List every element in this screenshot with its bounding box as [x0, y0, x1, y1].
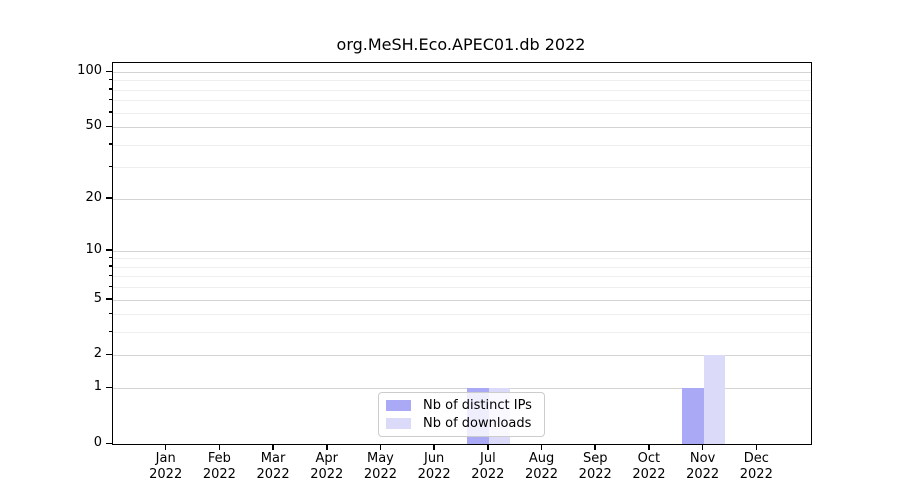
- y-tick-label-10: 10: [85, 241, 102, 257]
- gridline-major-50: [113, 127, 811, 129]
- y-minortick-8: [109, 265, 112, 267]
- x-tick-label-jan: Jan 2022: [149, 451, 183, 482]
- x-tick-label-jul: Jul 2022: [471, 451, 505, 482]
- x-tick-label-apr: Apr 2022: [310, 451, 344, 482]
- x-tick-jun: [433, 444, 435, 450]
- x-tick-oct: [648, 444, 650, 450]
- y-tick-1: [106, 386, 112, 389]
- y-tick-5: [106, 298, 112, 300]
- y-tick-label-5: 5: [93, 290, 102, 306]
- y-tick-0: [106, 442, 112, 444]
- y-minortick-40: [109, 143, 112, 145]
- y-minortick-70: [109, 98, 112, 101]
- legend-label-downloads: Nb of downloads: [423, 416, 532, 431]
- x-tick-apr: [326, 444, 328, 450]
- x-tick-jul: [487, 444, 489, 450]
- legend-entry-distinct-ips: Nb of distinct IPs: [386, 398, 536, 413]
- x-tick-label-may: May 2022: [363, 451, 397, 482]
- legend-label-distinct-ips: Nb of distinct IPs: [423, 398, 532, 413]
- y-minortick-80: [109, 88, 112, 90]
- x-tick-label-aug: Aug 2022: [524, 451, 559, 482]
- gridline-minor-80: [113, 89, 811, 91]
- x-tick-label-feb: Feb 2022: [202, 451, 236, 482]
- y-tick-100: [106, 70, 112, 72]
- gridline-minor-8: [113, 266, 811, 268]
- y-tick-label-1: 1: [93, 379, 102, 395]
- x-tick-dec: [755, 444, 758, 450]
- x-tick-may: [379, 444, 382, 450]
- gridline-major-20: [113, 198, 811, 200]
- chart-title: org.MeSH.Eco.APEC01.db 2022: [336, 35, 586, 54]
- bar-downloads-nov: [703, 355, 726, 444]
- x-tick-label-mar: Mar 2022: [256, 451, 290, 482]
- gridline-minor-7: [113, 276, 811, 278]
- gridline-minor-70: [113, 100, 811, 102]
- y-minortick-6: [109, 285, 112, 288]
- legend: Nb of distinct IPs Nb of downloads: [378, 392, 545, 437]
- y-tick-label-100: 100: [77, 63, 102, 78]
- x-tick-label-sep: Sep 2022: [578, 451, 612, 482]
- y-tick-label-20: 20: [85, 189, 102, 205]
- y-tick-label-0: 0: [93, 435, 102, 450]
- legend-entry-downloads: Nb of downloads: [386, 416, 536, 431]
- gridline-minor-6: [113, 287, 811, 289]
- bar-distinct-ips-nov: [682, 388, 704, 444]
- y-tick-label-50: 50: [85, 118, 102, 134]
- gridlines-layer: [113, 63, 811, 444]
- gridline-minor-3: [113, 332, 811, 334]
- x-tick-mar: [272, 444, 274, 450]
- bars-layer: [113, 63, 811, 444]
- legend-swatch-downloads: [386, 418, 411, 429]
- gridline-major-100: [113, 72, 811, 73]
- gridline-major-10: [113, 250, 811, 252]
- gridline-minor-90: [113, 80, 811, 82]
- gridline-major-5: [113, 299, 811, 301]
- x-tick-label-oct: Oct 2022: [632, 451, 666, 482]
- gridline-minor-4: [113, 314, 811, 316]
- y-tick-50: [106, 125, 112, 128]
- y-minortick-7: [109, 274, 112, 277]
- y-minortick-30: [109, 165, 112, 168]
- x-tick-nov: [701, 444, 704, 450]
- y-tick-10: [106, 249, 112, 251]
- plot-area: [112, 62, 812, 445]
- y-minortick-9: [109, 256, 112, 259]
- x-tick-aug: [540, 444, 543, 450]
- gridline-major-1: [113, 388, 811, 390]
- x-tick-sep: [594, 444, 596, 450]
- x-tick-label-dec: Dec 2022: [739, 451, 773, 482]
- x-tick-jan: [164, 444, 167, 450]
- gridline-minor-40: [113, 144, 811, 146]
- gridline-minor-9: [113, 258, 811, 260]
- y-minortick-4: [109, 312, 112, 315]
- y-minortick-60: [109, 111, 112, 113]
- legend-swatch-distinct-ips: [386, 400, 411, 411]
- y-tick-2: [106, 353, 112, 356]
- x-tick-label-jun: Jun 2022: [417, 451, 451, 482]
- gridline-major-2: [113, 355, 811, 357]
- gridline-minor-30: [113, 167, 811, 169]
- y-tick-label-2: 2: [93, 346, 102, 362]
- x-tick-label-nov: Nov 2022: [686, 451, 720, 482]
- y-minortick-3: [109, 330, 112, 333]
- y-tick-20: [106, 197, 112, 199]
- gridline-minor-60: [113, 112, 811, 114]
- x-tick-feb: [218, 444, 221, 450]
- y-minortick-90: [109, 78, 112, 81]
